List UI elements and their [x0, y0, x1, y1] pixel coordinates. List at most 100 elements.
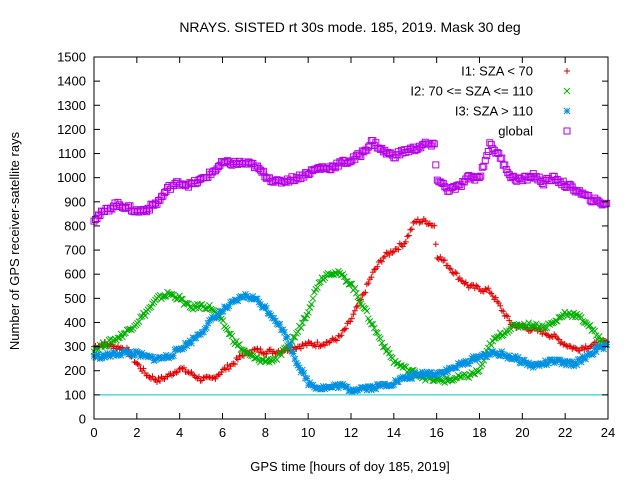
marker-i1 — [437, 253, 444, 260]
marker-i1 — [134, 360, 141, 367]
marker-i2 — [591, 327, 599, 335]
legend-marker — [563, 87, 571, 95]
marker-i2 — [278, 351, 285, 359]
marker-i2 — [101, 343, 108, 350]
marker-i1 — [488, 290, 495, 297]
legend-marker — [563, 127, 571, 135]
marker-i1 — [179, 365, 186, 372]
legend-label: I2: 70 <= SZA <= 110 — [410, 84, 533, 99]
marker-i2 — [580, 319, 588, 326]
marker-global — [487, 141, 495, 149]
marker-i1 — [467, 282, 474, 289]
marker-i3 — [592, 348, 600, 356]
marker-i1 — [486, 289, 493, 296]
marker-i2 — [161, 292, 168, 300]
x-tick-label: 10 — [301, 425, 315, 440]
marker-i1 — [365, 280, 372, 287]
marker-i1 — [444, 262, 451, 269]
marker-i2 — [474, 368, 482, 376]
marker-i1 — [410, 219, 417, 226]
marker-i1 — [341, 326, 348, 333]
marker-i1 — [299, 341, 306, 348]
marker-i1 — [258, 349, 265, 356]
marker-i2 — [471, 370, 479, 378]
y-tick-label: 900 — [64, 194, 86, 209]
y-tick-label: 1300 — [57, 98, 86, 113]
marker-i2 — [568, 313, 576, 321]
marker-i1 — [390, 248, 397, 255]
y-tick-label: 600 — [64, 267, 86, 282]
marker-i1 — [368, 274, 375, 281]
marker-i1 — [470, 281, 477, 288]
marker-i2 — [577, 314, 585, 321]
series-global — [90, 137, 611, 225]
marker-i3 — [601, 341, 609, 349]
marker-i3 — [582, 355, 590, 363]
marker-i1 — [395, 246, 402, 253]
marker-i2 — [297, 324, 305, 332]
marker-i1 — [156, 378, 163, 385]
x-tick-label: 2 — [133, 425, 140, 440]
marker-i2 — [393, 360, 401, 368]
marker-i3 — [287, 340, 294, 348]
marker-i3 — [276, 320, 284, 328]
marker-i2 — [475, 367, 483, 375]
marker-i1 — [362, 289, 369, 296]
marker-i1 — [431, 222, 438, 229]
marker-i1 — [422, 217, 429, 224]
marker-i1 — [221, 365, 228, 372]
marker-i3 — [573, 361, 581, 369]
marker-i1 — [354, 302, 361, 309]
marker-i1 — [497, 302, 504, 309]
marker-i2 — [291, 333, 299, 341]
marker-i1 — [585, 345, 592, 352]
marker-global — [430, 140, 438, 148]
marker-i2 — [400, 362, 408, 370]
marker-i1 — [495, 300, 502, 307]
marker-i1 — [492, 294, 499, 301]
marker-i1 — [149, 373, 156, 380]
marker-i1 — [198, 377, 205, 384]
x-tick-label: 4 — [176, 425, 183, 440]
marker-i1 — [173, 369, 180, 376]
marker-i3 — [408, 374, 416, 382]
marker-i1 — [414, 216, 421, 223]
marker-global — [486, 139, 494, 147]
legend-marker — [563, 107, 571, 115]
marker-i1 — [254, 345, 261, 352]
marker-i3 — [263, 304, 270, 312]
marker-i1 — [462, 279, 469, 286]
marker-global — [477, 172, 485, 180]
marker-i1 — [374, 263, 381, 270]
marker-i1 — [291, 344, 298, 351]
marker-i1 — [342, 325, 349, 332]
marker-i1 — [195, 373, 202, 380]
marker-i1 — [461, 280, 468, 287]
marker-i2 — [372, 328, 380, 336]
marker-i2 — [351, 285, 359, 292]
marker-i1 — [458, 277, 465, 284]
marker-i2 — [520, 320, 528, 328]
marker-i2 — [225, 330, 233, 338]
marker-i1 — [453, 270, 460, 277]
x-tick-label: 18 — [472, 425, 486, 440]
marker-i2 — [185, 300, 192, 307]
marker-i1 — [218, 369, 225, 376]
marker-i2 — [294, 328, 302, 336]
marker-global — [478, 163, 486, 171]
marker-i2 — [341, 273, 348, 281]
y-tick-label: 700 — [64, 243, 86, 258]
y-tick-label: 1500 — [57, 50, 86, 65]
marker-i3 — [294, 361, 302, 369]
legend: I1: SZA < 70 I2: 70 <= SZA <= 110 I3: SZA … — [410, 64, 571, 139]
marker-i1 — [494, 298, 501, 305]
marker-i2 — [308, 300, 315, 308]
y-tick-label: 0 — [79, 412, 86, 427]
marker-i1 — [225, 366, 232, 373]
marker-i1 — [572, 344, 579, 351]
marker-i2 — [314, 284, 321, 291]
marker-i1 — [581, 346, 588, 353]
marker-i1 — [378, 258, 385, 265]
marker-i1 — [455, 276, 462, 283]
